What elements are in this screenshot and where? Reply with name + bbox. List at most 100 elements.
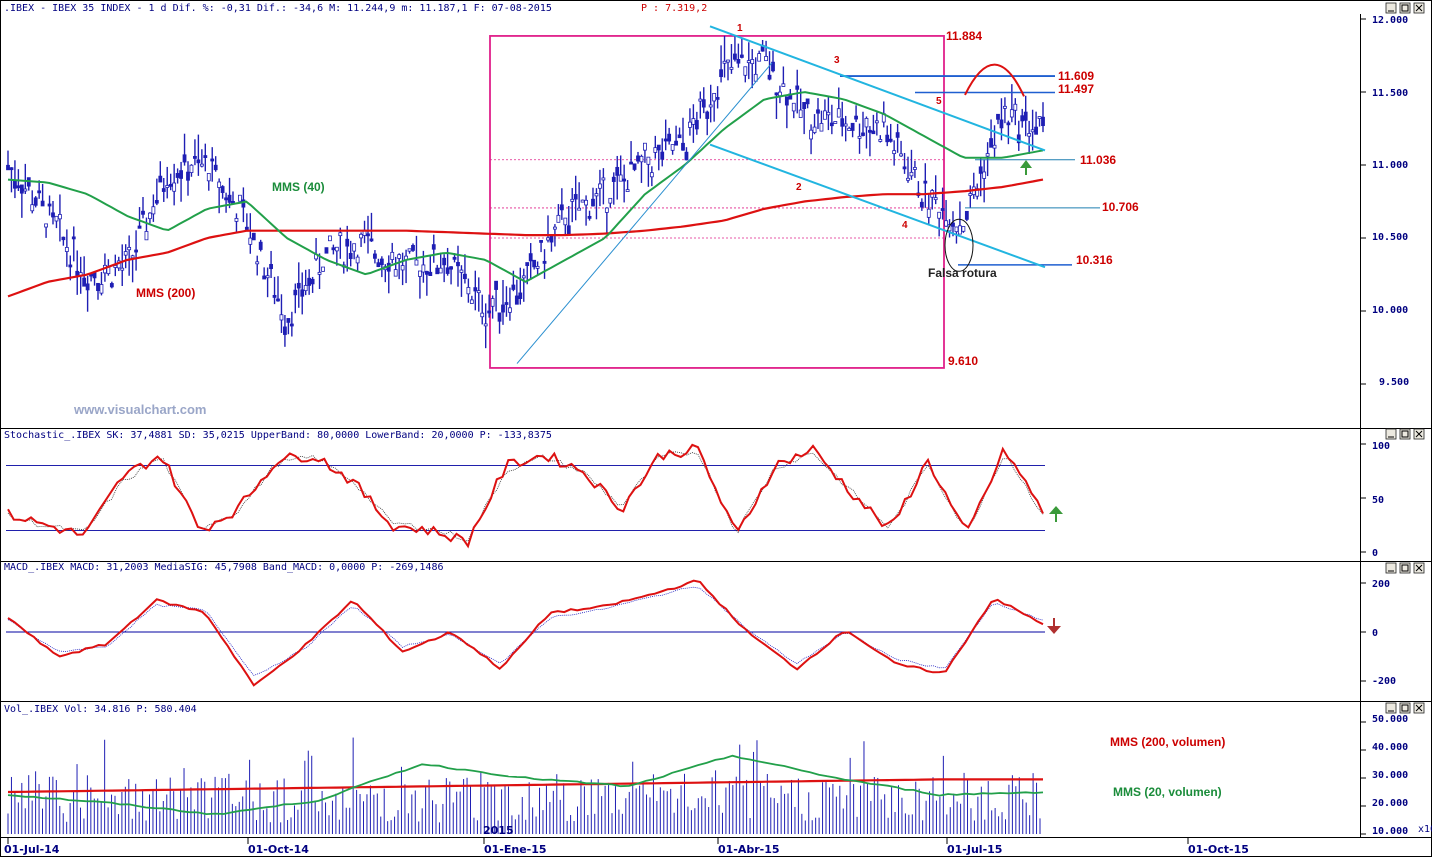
price-candle: [961, 226, 966, 232]
price-candle: [733, 53, 737, 60]
price-candle: [611, 176, 616, 182]
price-candle: [476, 290, 481, 294]
vol-tick: 30.000: [1372, 770, 1408, 781]
price-candle: [913, 167, 917, 170]
price-candle: [255, 261, 260, 265]
price-candle: [701, 99, 706, 108]
mms20-vol-label: MMS (20, volumen): [1113, 785, 1222, 799]
price-candle: [456, 261, 460, 267]
price-candle: [490, 298, 495, 307]
price-candle: [400, 265, 405, 271]
price-candle: [497, 312, 502, 322]
price-candle: [705, 111, 710, 119]
price-candle: [753, 73, 758, 82]
axes: [7, 18, 1366, 844]
price-candle: [321, 266, 325, 272]
price-candle: [206, 173, 211, 182]
price-window-buttons[interactable]: [1385, 2, 1425, 14]
oscillator-lines: [6, 443, 1063, 816]
price-candle: [663, 138, 668, 142]
level-11036: 11.036: [1080, 153, 1116, 167]
price-candle: [199, 163, 204, 167]
price-candle: [532, 259, 537, 268]
price-candle: [587, 215, 592, 219]
price-candle: [393, 269, 398, 277]
price-candle: [213, 164, 218, 171]
price-candle: [265, 275, 270, 279]
price-candle: [373, 253, 377, 259]
price-candle: [348, 252, 353, 259]
price-candle: [54, 215, 59, 222]
price-candle: [120, 267, 125, 271]
price-candle: [300, 289, 305, 297]
price-candle: [64, 247, 69, 252]
price-candle: [258, 241, 263, 250]
price-candle: [812, 126, 817, 133]
level-11884: 11.884: [946, 29, 982, 43]
price-candle: [937, 211, 942, 219]
price-candle: [805, 98, 810, 105]
price-candle: [37, 190, 42, 194]
price-candle: [369, 238, 374, 242]
price-header-p: P : 7.319,2: [641, 3, 707, 14]
stoch-window-buttons[interactable]: [1385, 428, 1425, 440]
price-candle: [1020, 115, 1025, 122]
price-candle: [338, 232, 343, 237]
price-candle: [521, 275, 526, 279]
stoch-sk-line: [7, 443, 1044, 549]
price-candle: [203, 155, 208, 158]
price-candle: [58, 214, 62, 220]
price-candle: [1016, 134, 1021, 144]
price-candle: [501, 304, 505, 313]
price-candle: [514, 295, 519, 305]
price-candle: [791, 102, 796, 112]
price-candle: [421, 264, 426, 273]
vol-unit: x10: [1418, 824, 1432, 835]
price-candle: [802, 102, 807, 110]
price-candle: [670, 144, 675, 151]
price-candle: [636, 155, 640, 162]
price-candle: [615, 166, 620, 176]
level-11609: 11.609: [1058, 69, 1094, 83]
vol-window-buttons[interactable]: [1385, 702, 1425, 714]
macd-window-buttons[interactable]: [1385, 562, 1425, 574]
price-candle: [698, 98, 703, 102]
wave-label-1: 1: [737, 23, 743, 34]
price-candle: [964, 210, 969, 220]
price-candle: [715, 97, 720, 100]
stoch-tick: 100: [1372, 441, 1390, 452]
price-candle: [1034, 126, 1038, 135]
price-tick: 12.000: [1372, 15, 1408, 26]
price-candle: [168, 183, 173, 187]
mms40-label: MMS (40): [272, 180, 325, 194]
price-candle: [868, 129, 872, 133]
price-candle: [594, 193, 599, 197]
price-candle: [649, 172, 654, 178]
price-candle: [743, 66, 748, 76]
macd-line: [7, 579, 1044, 687]
channel-lower: [709, 143, 1046, 269]
mms200-label: MMS (200): [136, 286, 195, 300]
price-candle: [549, 235, 554, 243]
price-candle: [958, 225, 962, 235]
price-candle: [463, 273, 467, 280]
price-candle: [193, 156, 197, 159]
price-candle: [871, 130, 876, 135]
price-candle: [518, 292, 523, 300]
price-candle: [999, 119, 1004, 129]
price-candle: [1027, 133, 1032, 137]
price-candle: [165, 185, 170, 188]
stoch-header: Stochastic_.IBEX SK: 37,4881 SD: 35,0215…: [4, 430, 552, 441]
price-candle: [528, 253, 533, 262]
price-candle: [1023, 111, 1028, 121]
price-candle: [892, 150, 897, 155]
price-candle: [940, 208, 945, 211]
macd-tick: -200: [1372, 676, 1396, 687]
price-candle: [428, 271, 433, 276]
price-candle: [902, 166, 907, 170]
price-candle: [75, 270, 80, 276]
price-candle: [861, 132, 865, 136]
price-candle: [127, 246, 132, 251]
price-candle: [355, 256, 360, 264]
price-candle: [784, 96, 789, 106]
